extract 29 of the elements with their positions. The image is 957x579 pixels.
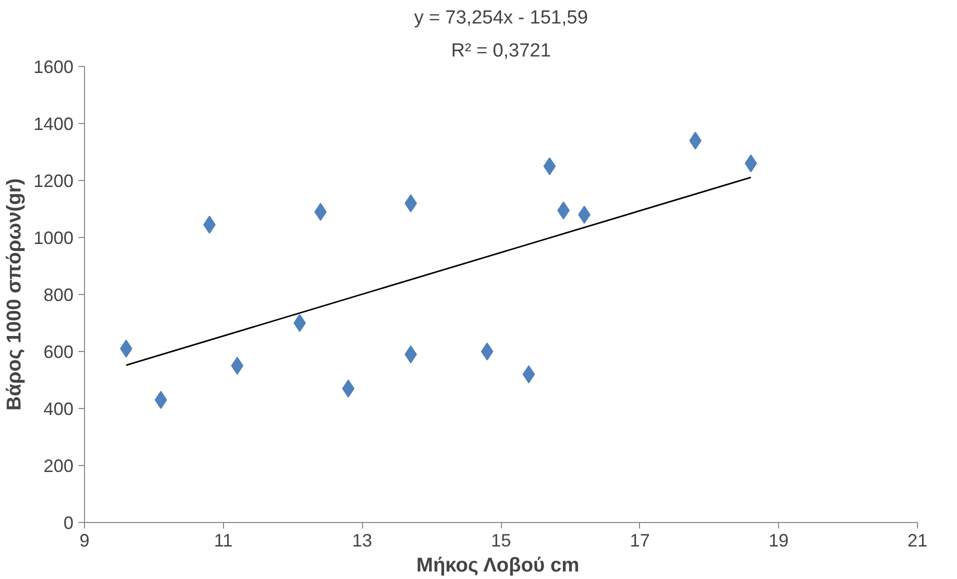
- point: [314, 202, 327, 221]
- point: [120, 340, 132, 358]
- y-tick-label: 400: [43, 399, 74, 419]
- point: [744, 154, 758, 172]
- point: [480, 342, 494, 360]
- text: y = 73,254x - 151,59: [414, 8, 588, 28]
- x-tick-label: 11: [214, 530, 233, 550]
- y-axis-title: Βάρος 1000 σπόρων(gr): [3, 178, 26, 411]
- y-tick-label: 1400: [33, 114, 74, 134]
- x-tick-label: 19: [768, 530, 789, 550]
- y-tick-label: 1600: [33, 57, 74, 77]
- y-tick-label: 1200: [33, 171, 74, 191]
- x-tick-label: 21: [907, 530, 928, 550]
- x-tick-label: 13: [352, 530, 372, 550]
- point: [543, 157, 556, 176]
- y-tick-label: 0: [63, 513, 74, 533]
- x-tick-label: 9: [79, 530, 90, 550]
- x-axis-title: Μήκος Λοβού cm: [416, 554, 580, 576]
- y-tick-label: 600: [43, 342, 74, 362]
- point: [203, 216, 216, 234]
- point: [689, 132, 702, 150]
- y-tick-label: 800: [43, 285, 74, 305]
- point: [154, 390, 168, 409]
- text: R² = 0,3721: [451, 40, 551, 62]
- x-tick-label: 15: [490, 530, 512, 550]
- y-tick-label: 200: [43, 456, 74, 476]
- point: [557, 201, 570, 220]
- x-tick-label: 17: [630, 530, 650, 550]
- y-tick-label: 1000: [33, 228, 74, 248]
